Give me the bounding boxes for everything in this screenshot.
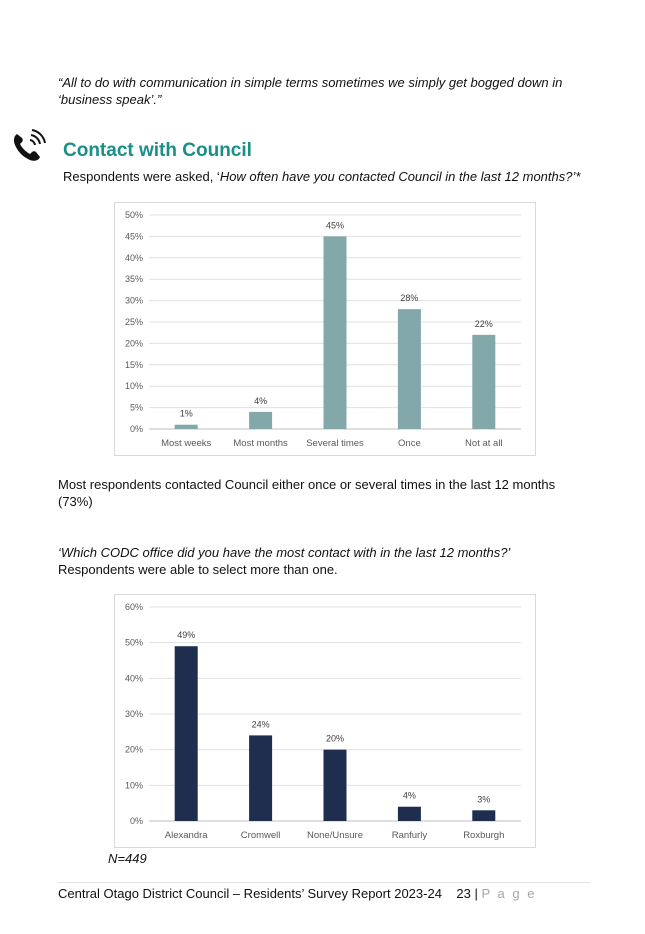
bar [249, 411, 273, 429]
contact-frequency-chart: 0% 5% 10% 15% 20% 25% 30% 35% 40% 45% 50% 1% Most we… [114, 202, 536, 456]
bar [472, 810, 496, 821]
x-tick-label: Most months [233, 438, 288, 449]
x-tick-label: None/Unsure [307, 830, 363, 841]
x-tick-label: Several times [306, 438, 364, 449]
question-2: ‘Which CODC office did you have the most… [58, 544, 510, 578]
phone-ringing-icon [13, 129, 46, 161]
data-label: 4% [254, 396, 267, 406]
question-2-note: Respondents were able to select more tha… [58, 562, 338, 577]
y-tick-label: 50% [125, 210, 143, 220]
intro-question: How often have you contacted Council in … [219, 169, 581, 184]
y-tick-label: 40% [125, 673, 143, 683]
page-word: P a g e [481, 886, 537, 901]
y-tick-label: 30% [125, 296, 143, 306]
sample-size: N=449 [108, 851, 147, 866]
office-contact-chart-svg: 0% 10% 20% 30% 40% 50% 60% 49% Alexandra 24% Cromw… [125, 602, 521, 841]
data-label: 4% [403, 791, 416, 801]
x-tick-label: Ranfurly [392, 830, 428, 841]
bar [472, 334, 496, 429]
x-tick-label: Roxburgh [463, 830, 504, 841]
y-tick-label: 45% [125, 231, 143, 241]
footer-divider [58, 882, 590, 883]
y-tick-label: 5% [130, 403, 143, 413]
y-tick-label: 50% [125, 638, 143, 648]
x-tick-label: Most weeks [161, 438, 211, 449]
page-number: 23 [456, 886, 471, 901]
y-tick-label: 60% [125, 602, 143, 612]
question-2-text: ‘Which CODC office did you have the most… [58, 545, 511, 560]
quote-text: “All to do with communication in simple … [58, 75, 563, 107]
y-tick-label: 40% [125, 253, 143, 263]
intro-prefix: Respondents were asked, ‘ [63, 169, 220, 184]
data-label: 28% [400, 293, 418, 303]
y-tick-label: 0% [130, 816, 143, 826]
intro-text: Respondents were asked, ‘How often have … [63, 168, 580, 185]
bar [323, 236, 347, 429]
summary-text: Most respondents contacted Council eithe… [58, 477, 556, 509]
y-tick-label: 0% [130, 424, 143, 434]
x-tick-label: Not at all [465, 438, 503, 449]
contact-frequency-chart-svg: 0% 5% 10% 15% 20% 25% 30% 35% 40% 45% 50% 1% Most we… [125, 210, 521, 449]
bar [323, 749, 347, 821]
y-tick-label: 20% [125, 745, 143, 755]
page-footer: Central Otago District Council – Residen… [58, 886, 536, 901]
bar [397, 309, 421, 429]
y-tick-label: 10% [125, 780, 143, 790]
y-tick-label: 35% [125, 274, 143, 284]
data-label: 20% [326, 734, 344, 744]
data-label: 22% [475, 319, 493, 329]
section-title: Contact with Council [63, 140, 252, 161]
bar [249, 735, 273, 821]
bar [397, 806, 421, 821]
x-tick-label: Once [398, 438, 421, 449]
x-tick-label: Cromwell [241, 830, 281, 841]
bar [174, 646, 198, 821]
page-separator: | [474, 886, 478, 901]
x-tick-label: Alexandra [165, 830, 208, 841]
data-label: 3% [477, 794, 490, 804]
data-label: 24% [252, 719, 270, 729]
data-label: 1% [180, 409, 193, 419]
data-label: 49% [177, 630, 195, 640]
data-label: 45% [326, 220, 344, 230]
y-tick-label: 20% [125, 338, 143, 348]
bar [174, 424, 198, 429]
y-tick-label: 15% [125, 360, 143, 370]
y-tick-label: 10% [125, 381, 143, 391]
y-tick-label: 25% [125, 317, 143, 327]
y-tick-label: 30% [125, 709, 143, 719]
office-contact-chart: 0% 10% 20% 30% 40% 50% 60% 49% Alexandra 24% Cromw… [114, 594, 536, 848]
footer-text: Central Otago District Council – Residen… [58, 886, 442, 901]
